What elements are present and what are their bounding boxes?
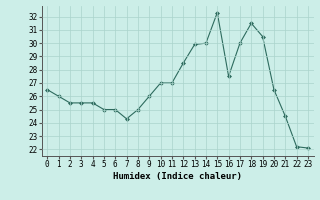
X-axis label: Humidex (Indice chaleur): Humidex (Indice chaleur): [113, 172, 242, 181]
